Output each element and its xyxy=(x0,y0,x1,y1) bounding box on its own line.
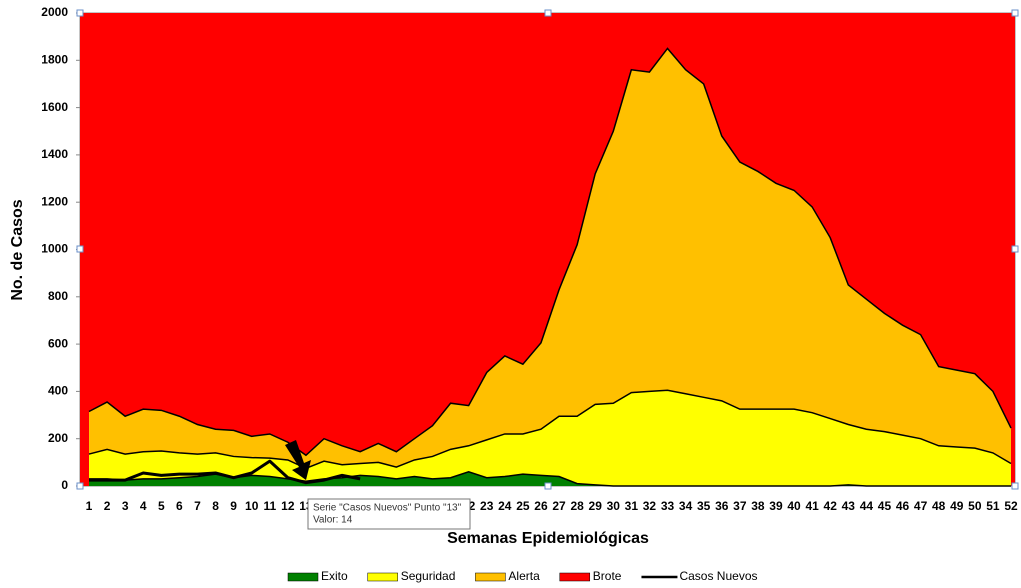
legend-swatch xyxy=(287,572,319,582)
selection-handle xyxy=(76,9,84,17)
selection-handle xyxy=(76,482,84,490)
x-tick-label: 38 xyxy=(751,499,765,513)
x-tick-label: 43 xyxy=(842,499,856,513)
x-tick-label: 12 xyxy=(281,499,295,513)
selection-handle xyxy=(544,482,552,490)
x-tick-label: 44 xyxy=(860,499,874,513)
y-tick-label: 1000 xyxy=(41,242,68,256)
legend-swatch xyxy=(367,572,398,582)
area xyxy=(89,471,1011,486)
y-tick-label: 1600 xyxy=(41,100,68,114)
line xyxy=(89,459,361,485)
x-tick-label: 46 xyxy=(896,499,910,513)
selection-handle xyxy=(1011,245,1019,253)
x-tick-label: 5 xyxy=(158,499,165,513)
y-tick-label: 1200 xyxy=(41,194,68,208)
x-tick-label: 31 xyxy=(625,499,639,513)
x-tick-label: 3 xyxy=(122,499,129,513)
x-tick-label: 7 xyxy=(194,499,201,513)
y-tick-label: 400 xyxy=(48,384,68,398)
x-tick-label: 35 xyxy=(697,499,711,513)
x-tick-label: 51 xyxy=(986,499,1000,513)
x-tick-label: 34 xyxy=(679,499,693,513)
y-tick-label: 600 xyxy=(48,336,68,350)
y-tick-label: 200 xyxy=(48,431,68,445)
x-tick-label: 23 xyxy=(480,499,494,513)
tooltip: Serie "Casos Nuevos" Punto "13"Valor: 14 xyxy=(307,498,471,530)
legend-swatch xyxy=(559,572,591,582)
legend-swatch xyxy=(475,572,506,582)
selection-handle xyxy=(1011,482,1019,490)
tooltip-box xyxy=(307,498,471,530)
x-tick-label: 30 xyxy=(607,499,621,513)
x-tick-label: 10 xyxy=(245,499,259,513)
y-tick-label: 2000 xyxy=(41,5,68,19)
area xyxy=(89,48,1011,486)
x-tick-label: 2 xyxy=(104,499,111,513)
x-tick-label: 27 xyxy=(552,499,566,513)
y-axis-title: No. de Casos xyxy=(9,199,26,300)
area-outline xyxy=(88,389,1012,470)
selection-handle xyxy=(544,9,552,17)
x-tick-label: 47 xyxy=(914,499,928,513)
area xyxy=(89,390,1011,486)
x-tick-label: 50 xyxy=(968,499,982,513)
x-tick-label: 41 xyxy=(805,499,819,513)
x-tick-label: 52 xyxy=(1004,499,1018,513)
y-tick-label: 800 xyxy=(48,289,68,303)
x-tick-label: 26 xyxy=(534,499,548,513)
x-tick-label: 29 xyxy=(589,499,603,513)
x-axis-title: Semanas Epidemiológicas xyxy=(447,530,649,547)
tooltip-text: Valor: 14 xyxy=(313,515,353,526)
x-tick-label: 49 xyxy=(950,499,964,513)
x-tick-label: 48 xyxy=(932,499,946,513)
x-tick-label: 40 xyxy=(787,499,801,513)
area-outline xyxy=(88,47,1012,457)
x-tick-label: 11 xyxy=(263,499,276,513)
legend-label: Casos Nuevos xyxy=(679,569,757,583)
x-tick-label: 32 xyxy=(643,499,657,513)
legend-label: Exito xyxy=(321,569,348,583)
x-tick-label: 9 xyxy=(230,499,237,513)
x-tick-label: 4 xyxy=(140,499,147,513)
legend-label: Seguridad xyxy=(401,569,456,583)
y-tick-label: 0 xyxy=(61,478,68,492)
arrow xyxy=(285,440,311,480)
x-tick-label: 37 xyxy=(733,499,747,513)
y-tick-label: 1400 xyxy=(41,147,68,161)
x-tick-label: 8 xyxy=(212,499,219,513)
tooltip-text: Serie "Casos Nuevos" Punto "13" xyxy=(313,503,462,514)
x-tick-label: 36 xyxy=(715,499,729,513)
x-tick-label: 6 xyxy=(176,499,183,513)
x-tick-label: 25 xyxy=(516,499,530,513)
x-tick-label: 33 xyxy=(661,499,675,513)
legend-label: Alerta xyxy=(508,569,540,583)
legend-label: Brote xyxy=(593,569,622,583)
x-tick-label: 39 xyxy=(769,499,783,513)
x-tick-label: 42 xyxy=(824,499,838,513)
y-tick-label: 1800 xyxy=(41,52,68,66)
selection-handle xyxy=(1011,9,1019,17)
x-tick-label: 45 xyxy=(878,499,892,513)
selection-handle xyxy=(76,245,84,253)
x-tick-label: 24 xyxy=(498,499,512,513)
x-tick-label: 28 xyxy=(570,499,584,513)
x-tick-label: 1 xyxy=(86,499,93,513)
